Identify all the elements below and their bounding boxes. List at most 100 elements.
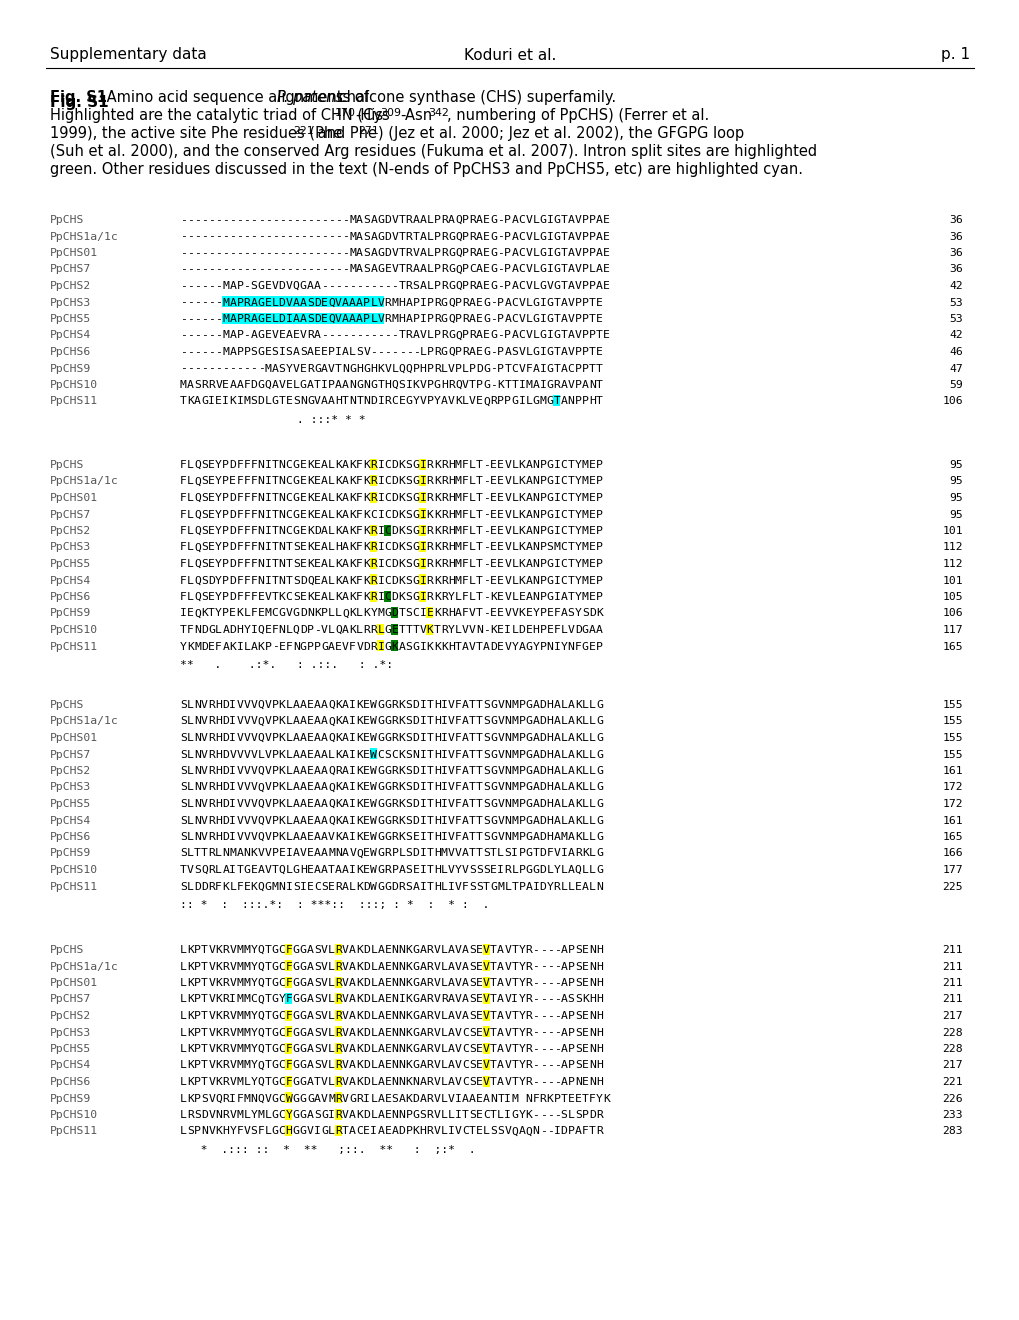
Text: M: M (511, 700, 518, 710)
Text: T: T (568, 492, 574, 503)
Text: H: H (546, 700, 553, 710)
Text: I: I (511, 994, 518, 1005)
Text: M: M (236, 1060, 244, 1071)
Text: K: K (215, 1126, 222, 1137)
Text: P: P (406, 1126, 412, 1137)
Text: M: M (236, 1011, 244, 1020)
Text: -: - (553, 961, 560, 972)
Text: G: G (413, 576, 419, 586)
Text: P: P (462, 231, 469, 242)
Text: P: P (433, 281, 440, 290)
Text: -: - (341, 215, 348, 224)
Text: L: L (244, 1077, 250, 1086)
Text: I: I (377, 525, 384, 536)
Text: I: I (419, 477, 426, 487)
Text: N: N (546, 642, 553, 652)
Text: G: G (553, 231, 560, 242)
Text: N: N (348, 396, 356, 407)
Text: F: F (462, 510, 469, 520)
Text: D: D (539, 700, 546, 710)
Text: -: - (264, 264, 271, 275)
Text: P: P (518, 783, 525, 792)
Text: V: V (264, 700, 271, 710)
Text: V: V (575, 281, 581, 290)
Text: V: V (377, 297, 384, 308)
Text: H: H (222, 1126, 229, 1137)
Text: M: M (244, 994, 250, 1005)
Text: K: K (335, 477, 341, 487)
Text: -: - (244, 363, 250, 374)
Text: G: G (292, 945, 300, 954)
Text: G: G (511, 1110, 518, 1119)
Text: PpCHS11: PpCHS11 (50, 1126, 98, 1137)
Text: K: K (307, 525, 314, 536)
Text: R: R (222, 1110, 229, 1119)
Text: C: C (462, 1044, 469, 1053)
Text: -: - (553, 978, 560, 987)
Text: I: I (229, 766, 236, 776)
Text: A: A (419, 945, 426, 954)
Text: A: A (341, 297, 348, 308)
Text: P: P (469, 363, 476, 374)
Text: L: L (588, 750, 595, 759)
Text: V: V (503, 558, 511, 569)
Text: PpCHS2: PpCHS2 (50, 525, 91, 536)
Text: V: V (229, 945, 236, 954)
Text: F: F (179, 543, 186, 553)
Text: H: H (447, 609, 454, 619)
Text: A: A (377, 1011, 384, 1020)
Text: P: P (363, 297, 370, 308)
Text: K: K (257, 642, 264, 652)
Text: A: A (462, 717, 469, 726)
Text: A: A (194, 396, 201, 407)
Text: V: V (575, 215, 581, 224)
Text: P: P (539, 576, 546, 586)
Text: E: E (363, 766, 370, 776)
Text: F: F (236, 492, 244, 503)
Text: Q: Q (257, 624, 264, 635)
Text: p. 1: p. 1 (940, 48, 969, 62)
Text: L: L (370, 1011, 377, 1020)
Text: K: K (215, 1011, 222, 1020)
Bar (334, 296, 341, 308)
Text: I: I (553, 477, 560, 487)
Text: P: P (194, 994, 201, 1005)
Text: PpCHS: PpCHS (50, 215, 85, 224)
Text: R: R (440, 510, 447, 520)
Text: A: A (314, 799, 321, 809)
Text: C: C (278, 1011, 285, 1020)
Text: K: K (278, 750, 285, 759)
Text: T: T (476, 558, 483, 569)
Text: E: E (300, 459, 307, 470)
Text: H: H (215, 766, 222, 776)
Text: L: L (370, 1077, 377, 1086)
Text: P: P (581, 314, 588, 323)
Text: Y: Y (251, 1027, 257, 1038)
Text: A: A (568, 799, 574, 809)
Text: G: G (363, 363, 370, 374)
Text: G: G (300, 978, 307, 987)
Text: I: I (264, 543, 271, 553)
Text: R: R (426, 1077, 433, 1086)
Text: H: H (546, 799, 553, 809)
Text: G: G (271, 994, 278, 1005)
Text: K: K (335, 700, 341, 710)
Text: R: R (426, 1093, 433, 1104)
Text: S: S (391, 1093, 398, 1104)
Text: V: V (229, 750, 236, 759)
Text: V: V (503, 642, 511, 652)
Text: K: K (406, 1011, 412, 1020)
Text: I: I (229, 832, 236, 842)
Text: N: N (476, 624, 483, 635)
Text: K: K (363, 525, 370, 536)
Text: I: I (264, 576, 271, 586)
Text: E: E (588, 642, 595, 652)
Text: P. patens: P. patens (277, 90, 342, 106)
Text: -: - (186, 215, 194, 224)
Text: Е: Е (321, 314, 327, 323)
Text: A: A (503, 347, 511, 356)
Text: P: P (503, 231, 511, 242)
Text: H: H (215, 816, 222, 825)
Text: A: A (560, 591, 567, 602)
Text: T: T (469, 799, 476, 809)
